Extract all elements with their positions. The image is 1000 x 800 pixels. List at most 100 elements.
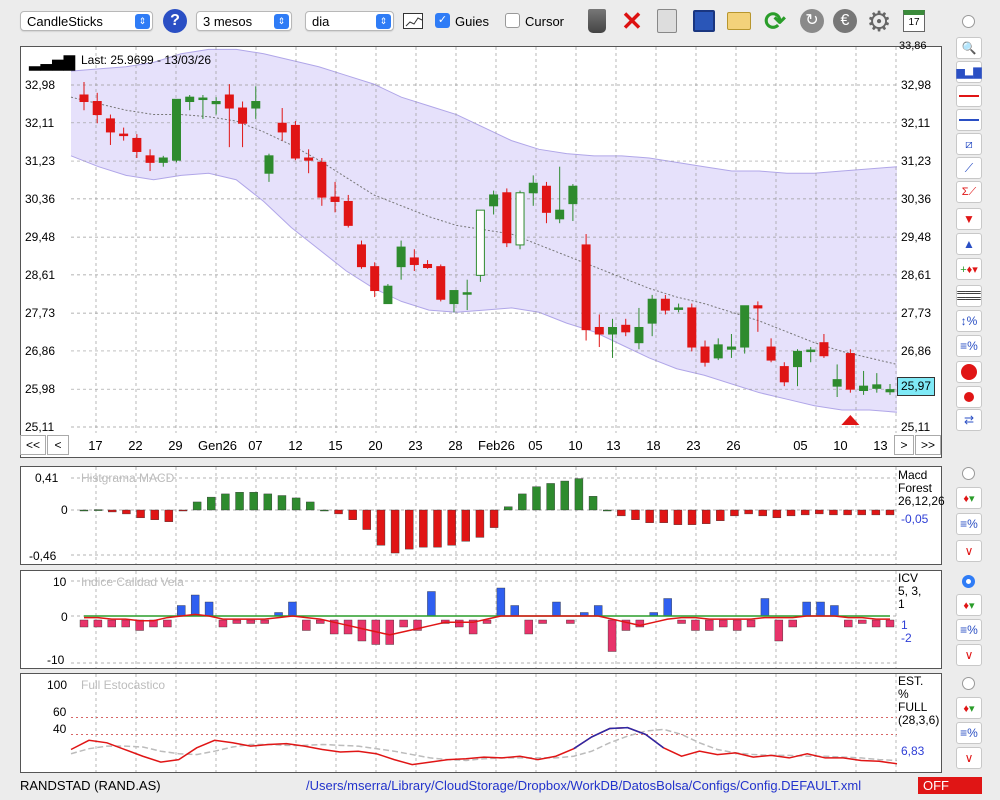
clipboard-button[interactable] — [652, 6, 682, 36]
stochastic-fast-line — [70, 726, 898, 766]
price-panel: ▂▃▅▇ Last: 25.9699 - 13/03/26 32,98 32,11… — [20, 40, 942, 458]
stochastic-curve-button[interactable]: ∨ — [956, 747, 982, 769]
macd-histogram-bar — [475, 509, 485, 538]
candlestick — [423, 260, 433, 269]
chart-type-select[interactable]: CandleSticks ⇕ — [20, 11, 153, 31]
sync-button[interactable]: ↻ — [797, 6, 827, 36]
macd-histogram-bar — [871, 509, 881, 516]
macd-histogram-bar — [306, 501, 315, 511]
candlestick — [290, 121, 300, 161]
icv-bar — [177, 605, 186, 617]
candle-body — [171, 98, 181, 161]
macd-histogram-bar — [108, 509, 117, 513]
interval-select[interactable]: dia ⇕ — [305, 11, 394, 31]
macd-histogram-bar — [744, 509, 753, 515]
macd-histogram-bar — [617, 509, 626, 517]
trash-button[interactable] — [582, 6, 612, 36]
x-tick-label: 23 — [408, 438, 423, 453]
nav-last-button[interactable]: >> — [915, 435, 941, 455]
candle-body — [330, 196, 340, 202]
icv-plot[interactable] — [71, 571, 897, 668]
icv-curve-button[interactable]: ∨ — [956, 644, 982, 666]
candlestick — [198, 94, 208, 119]
icv-bar — [802, 601, 811, 617]
macd-histogram-bar — [716, 509, 725, 521]
icv-bar — [455, 619, 464, 628]
candle-body — [317, 161, 327, 198]
price-plot[interactable] — [70, 47, 898, 433]
chart-thumbnail-button[interactable] — [398, 6, 428, 36]
icv-bar — [246, 619, 255, 624]
x-tick-label: 28 — [448, 438, 463, 453]
channel-tool-button[interactable]: ⧄ — [956, 133, 982, 155]
settings-button[interactable]: ⚙ — [864, 6, 894, 37]
sum-line-button[interactable]: Σ⟋ — [956, 181, 982, 203]
save-button[interactable] — [689, 6, 719, 36]
macd-histogram-bar — [150, 509, 159, 520]
macd-panel-radio[interactable] — [962, 467, 975, 480]
help-button[interactable]: ? — [160, 6, 190, 36]
red-green-arrows-icon: ♦▾ — [963, 599, 975, 612]
macd-curve-button[interactable]: ∨ — [956, 540, 982, 562]
macd-percent-button[interactable]: ≡% — [956, 513, 982, 535]
icv-bar — [635, 619, 645, 628]
up-arrow-button[interactable]: ▲ — [956, 233, 982, 255]
icv-bar — [427, 591, 436, 617]
candle-body — [859, 385, 869, 391]
horizontal-blue-line-button[interactable] — [956, 109, 982, 131]
icv-panel-radio[interactable] — [962, 575, 975, 588]
candlestick — [608, 318, 618, 358]
x-tick-label: 12 — [288, 438, 303, 453]
guides-checkbox[interactable]: ✓ — [435, 13, 450, 28]
nav-first-button[interactable]: << — [20, 435, 46, 455]
icv-bar — [858, 619, 867, 624]
percent-range-button[interactable]: ↕% — [956, 310, 982, 332]
macd-histogram-bar — [758, 509, 767, 517]
refresh-button[interactable]: ⟳ — [760, 6, 790, 36]
delete-button[interactable]: ✕ — [617, 6, 647, 36]
period-select[interactable]: 3 mesos ⇕ — [196, 11, 292, 31]
horizontal-red-line-button[interactable] — [956, 85, 982, 107]
down-arrow-button[interactable]: ▼ — [956, 208, 982, 230]
macd-histogram-bar — [405, 509, 414, 550]
y-tick-label: 0,41 — [35, 471, 59, 485]
y-tick-label-left: 29,48 — [25, 230, 56, 245]
calendar-button[interactable]: 17 — [899, 6, 929, 36]
macd-histogram-bar — [532, 486, 541, 511]
record-button[interactable] — [956, 386, 982, 408]
icv-bar — [705, 619, 714, 631]
swap-button[interactable]: ⇄ — [956, 409, 982, 431]
candlestick — [119, 127, 129, 141]
currency-button[interactable]: € — [830, 6, 860, 36]
indicator-chart-button[interactable]: ▆▂▇ — [956, 61, 982, 83]
add-signals-button[interactable]: +♦▾ — [956, 258, 982, 280]
macd-histogram-bar — [645, 509, 654, 523]
chevron-updown-icon: ⇕ — [274, 14, 289, 29]
mode-status-badge[interactable]: OFF — [918, 777, 982, 794]
macd-signals-button[interactable]: ♦▾ — [956, 487, 982, 509]
grid-lines-button[interactable]: ═══ ═══ — [956, 285, 982, 307]
percent-lines-button[interactable]: ≡% — [956, 335, 982, 357]
calendar-icon: 17 — [903, 10, 925, 32]
candle-body — [541, 185, 551, 213]
macd-plot[interactable] — [71, 467, 897, 564]
icv-panel: Indice Calidad Vela 10 0 -10 ICV 5, 3, 1 1… — [20, 570, 942, 669]
trend-line-button[interactable]: ⟋ — [956, 157, 982, 179]
stochastic-panel-radio[interactable] — [962, 677, 975, 690]
stop-button[interactable] — [956, 361, 982, 383]
stochastic-signals-button[interactable]: ♦▾ — [956, 697, 982, 719]
macd-histogram-bar — [164, 509, 174, 522]
stochastic-plot[interactable] — [70, 674, 898, 772]
panel-select-radio-top[interactable] — [962, 15, 975, 28]
open-folder-button[interactable] — [724, 6, 754, 36]
stochastic-percent-button[interactable]: ≡% — [956, 722, 982, 744]
icv-percent-button[interactable]: ≡% — [956, 619, 982, 641]
zoom-tool-button[interactable]: 🔍 — [956, 37, 982, 59]
icv-signals-button[interactable]: ♦▾ — [956, 594, 982, 616]
nav-next-button[interactable]: > — [894, 435, 914, 455]
chart-thumbnail-icon — [403, 13, 423, 29]
macd-current-value: -0,05 — [901, 512, 929, 526]
nav-prev-button[interactable]: < — [47, 435, 69, 455]
candlestick — [555, 166, 565, 224]
cursor-checkbox[interactable] — [505, 13, 520, 28]
